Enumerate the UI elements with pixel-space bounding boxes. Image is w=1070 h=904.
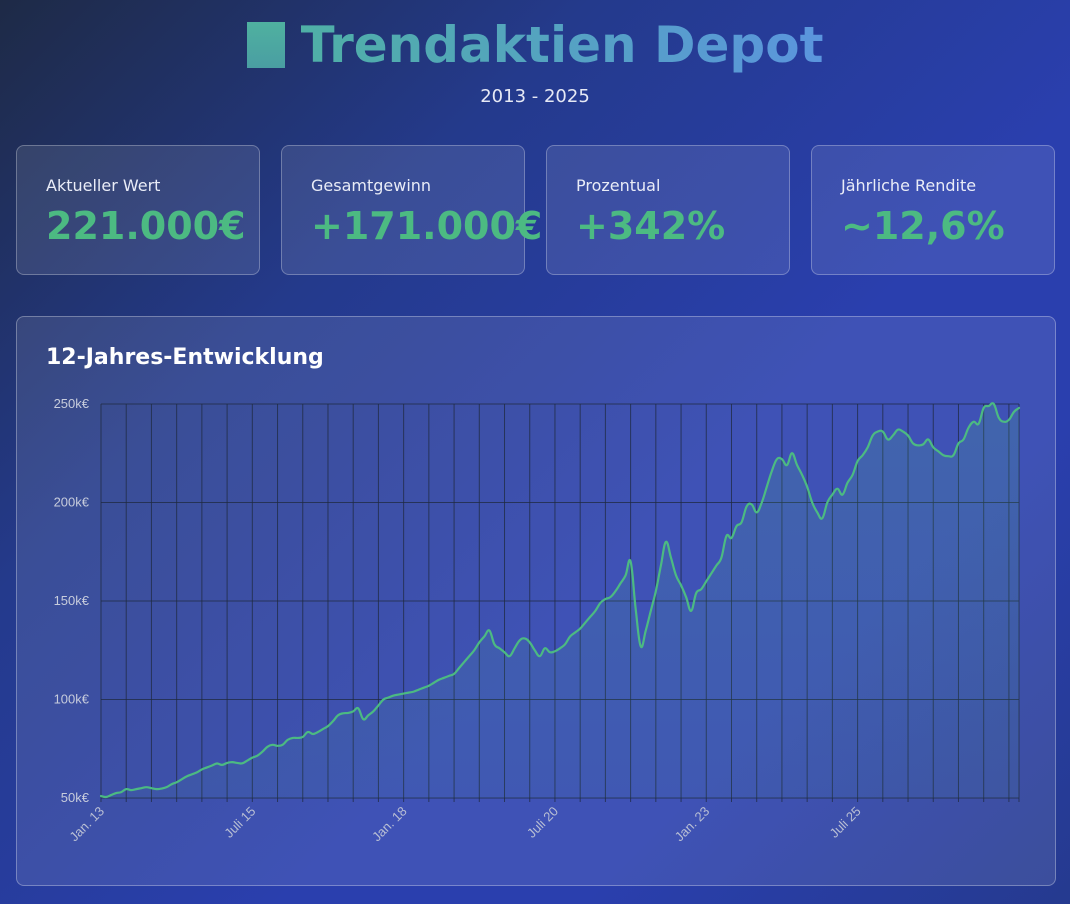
- stat-label: Gesamtgewinn: [311, 176, 432, 195]
- y-tick-label: 250k€: [54, 396, 90, 411]
- y-tick-label: 200k€: [54, 495, 90, 510]
- series-area: [101, 403, 1019, 798]
- stat-label: Prozentual: [576, 176, 661, 195]
- stats-cards: Aktueller Wert 221.000€ Gesamtgewinn +17…: [16, 145, 1056, 277]
- y-tick-label: 150k€: [54, 593, 90, 608]
- series-line: [99, 402, 1021, 799]
- x-tick-label: Jan. 18: [369, 804, 410, 845]
- x-tick-label: Jan. 13: [66, 804, 107, 845]
- chart-bar-icon: [246, 22, 285, 68]
- stat-value: 221.000€: [46, 204, 246, 248]
- chart-panel: 12-Jahres-Entwicklung 50k€ 100k€ 150k€ 200k…: [16, 316, 1056, 886]
- page-title: Trendaktien Depot: [246, 14, 824, 76]
- y-tick-label: 50k€: [61, 790, 90, 805]
- x-tick-label: Juli 25: [827, 804, 864, 841]
- stat-card-percentage: Prozentual +342%: [546, 145, 790, 275]
- stat-value: ~12,6%: [841, 204, 1005, 248]
- x-tick-label: Jan. 23: [672, 804, 713, 845]
- stat-card-current-value: Aktueller Wert 221.000€: [16, 145, 260, 275]
- performance-chart: 50k€ 100k€ 150k€ 200k€ 250k€ Jan. 13 Juli 15 Ja…: [54, 396, 1021, 845]
- stat-card-annual-return: Jährliche Rendite ~12,6%: [811, 145, 1055, 275]
- x-tick-label: Juli 20: [524, 804, 561, 841]
- stat-card-total-gain: Gesamtgewinn +171.000€: [281, 145, 542, 275]
- stat-value: +342%: [576, 204, 726, 248]
- chart-title: 12-Jahres-Entwicklung: [46, 345, 324, 370]
- stat-label: Aktueller Wert: [46, 176, 161, 195]
- stat-label: Jährliche Rendite: [841, 176, 977, 195]
- page-title-text: Trendaktien Depot: [300, 16, 824, 74]
- x-tick-label: Juli 15: [221, 804, 258, 841]
- page-subtitle: 2013 - 2025: [480, 86, 590, 107]
- stat-value: +171.000€: [311, 204, 543, 248]
- page-header: Trendaktien Depot 2013 - 2025: [0, 14, 1070, 107]
- y-tick-label: 100k€: [54, 692, 90, 707]
